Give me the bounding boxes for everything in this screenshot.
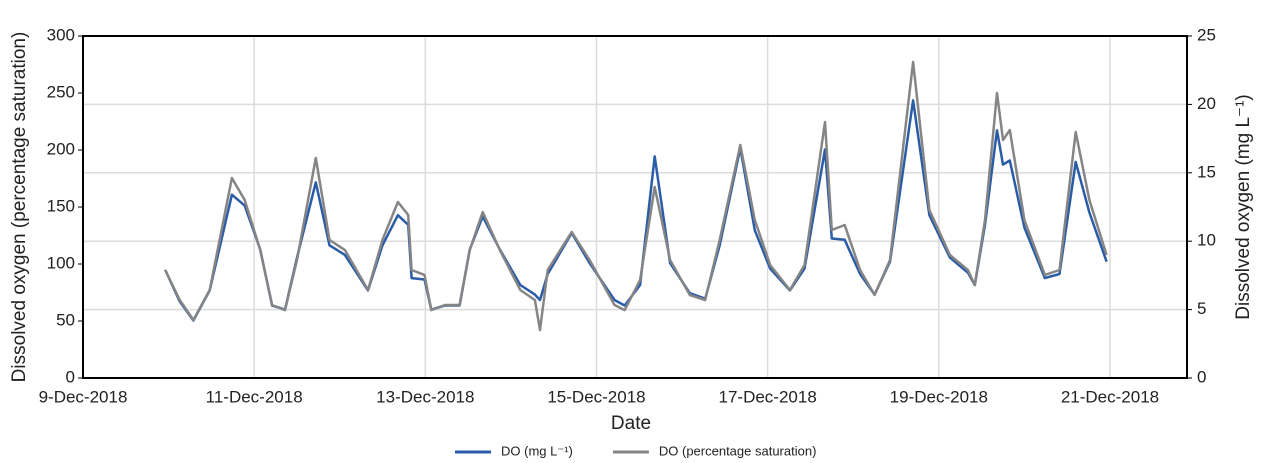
legend-label: DO (percentage saturation) xyxy=(659,443,817,458)
y2-tick-label: 10 xyxy=(1197,231,1216,250)
y-tick-label: 150 xyxy=(47,196,75,215)
x-tick-label: 21-Dec-2018 xyxy=(1061,387,1159,406)
y2-axis-title: Dissolved oxygen (mg L⁻¹) xyxy=(1233,94,1254,319)
y-tick-label: 0 xyxy=(66,367,75,386)
y-tick-label: 100 xyxy=(47,253,75,272)
y-tick-label: 300 xyxy=(47,25,75,44)
y2-tick-label: 0 xyxy=(1197,367,1206,386)
x-axis-title: Date xyxy=(611,413,651,434)
legend-label: DO (mg L⁻¹) xyxy=(501,443,573,458)
plot-frame xyxy=(82,35,1188,379)
series-line xyxy=(164,60,1108,332)
y-tick-label: 200 xyxy=(47,139,75,158)
x-tick-label: 17-Dec-2018 xyxy=(719,387,817,406)
y-tick-label: 50 xyxy=(56,310,75,329)
y2-tick-label: 15 xyxy=(1197,162,1216,181)
y-tick-label: 250 xyxy=(47,82,75,101)
x-tick-label: 9-Dec-2018 xyxy=(39,387,128,406)
x-tick-label: 11-Dec-2018 xyxy=(206,387,303,406)
y2-tick-label: 25 xyxy=(1197,25,1216,44)
x-tick-label: 15-Dec-2018 xyxy=(547,387,645,406)
y-axis-title: Dissolved oxygen (percentage saturation) xyxy=(9,32,30,383)
x-tick-label: 13-Dec-2018 xyxy=(376,387,474,406)
y2-tick-label: 20 xyxy=(1197,94,1216,113)
y2-tick-label: 5 xyxy=(1197,299,1206,318)
x-tick-label: 19-Dec-2018 xyxy=(890,387,988,406)
